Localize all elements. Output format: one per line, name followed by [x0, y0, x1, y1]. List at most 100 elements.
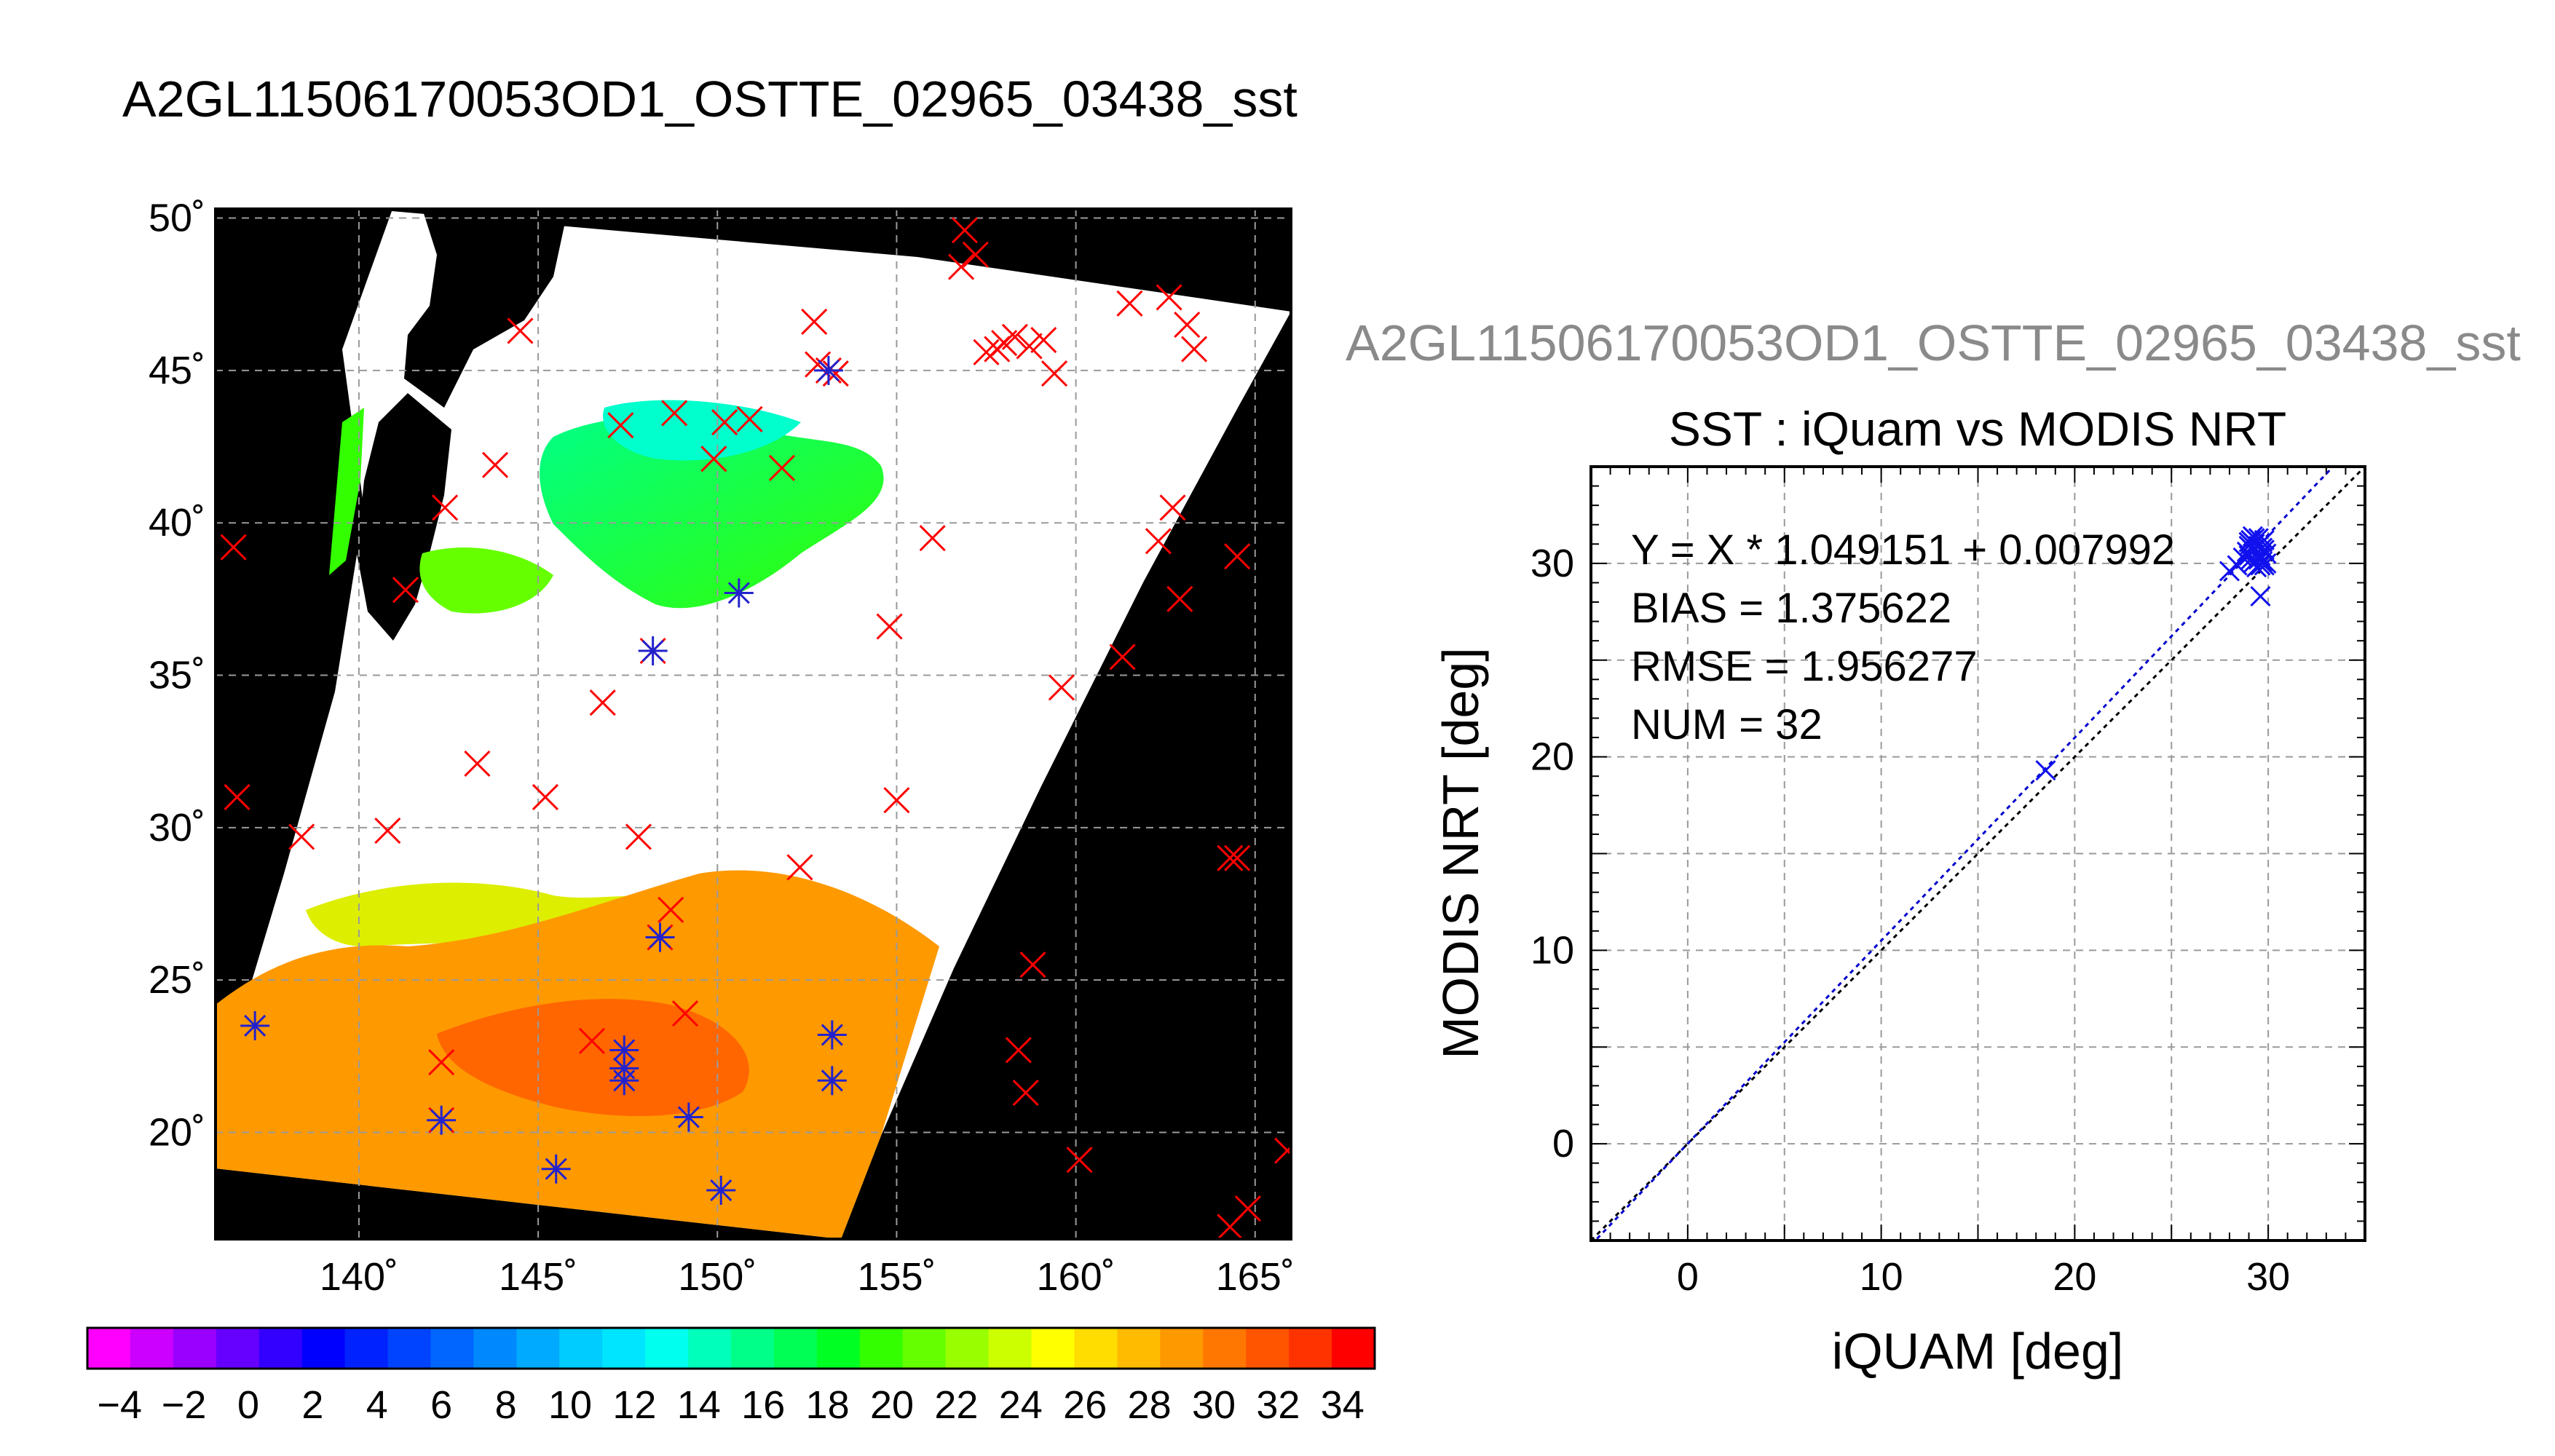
colorbar-tick-label: 4 — [366, 1383, 388, 1427]
map-lon-tick-label: 155˚ — [857, 1255, 936, 1299]
iquam-x-marker — [578, 1027, 606, 1054]
colorbar-cell — [602, 1328, 646, 1369]
iquam-x-marker — [786, 854, 813, 881]
iquam-x-marker — [589, 689, 616, 716]
iquam-x-marker — [1040, 360, 1068, 387]
colorbar-cell — [859, 1328, 904, 1369]
colorbar-cell — [258, 1328, 303, 1369]
matchup-asterisk-marker — [541, 1154, 571, 1184]
colorbar-cell — [173, 1328, 217, 1369]
scatter-x-tick-label: 20 — [2053, 1255, 2096, 1299]
scatter-plot: 0 10 20 30 0 10 20 30 Y = X * 1.049151 + 0.0079… — [1432, 465, 2366, 1380]
matchup-asterisk-marker — [638, 636, 668, 666]
iquam-x-marker — [392, 577, 419, 604]
map-tick-labels: 140˚ 145˚ 150˚ 155˚ 160˚ 165˚ 20˚ 25˚ 30˚ 35˚ 40˚ 4… — [149, 197, 1295, 1299]
colorbar-cell — [1074, 1328, 1118, 1369]
scatter-annotation: BIAS = 1.375622 — [1631, 585, 1951, 632]
sst-patch-cyan — [603, 400, 801, 461]
iquam-x-marker — [711, 408, 738, 436]
colorbar-cell — [945, 1328, 990, 1369]
colorbar-cell — [473, 1328, 517, 1369]
iquam-x-marker — [1217, 844, 1244, 871]
colorbar-cell — [344, 1328, 389, 1369]
iquam-x-marker — [1156, 284, 1182, 311]
map-lon-tick-label: 145˚ — [499, 1255, 577, 1299]
iquam-x-marker — [1048, 674, 1075, 701]
sst-colorbar: −4 −2 0 2 4 6 8 10 12 14 16 18 20 22 24 26 28 30 32 34 — [86, 1326, 1376, 1427]
colorbar-tick-label: 32 — [1256, 1383, 1300, 1427]
colorbar-cell — [988, 1328, 1032, 1369]
map-lat-tick-label: 35˚ — [149, 654, 205, 697]
scatter-y-tick-label: 20 — [1531, 735, 1574, 779]
map-markers — [220, 217, 1291, 1239]
colorbar-cell — [1160, 1328, 1204, 1369]
scatter-points — [2035, 526, 2277, 781]
colorbar-cell — [430, 1328, 474, 1369]
scatter-xlabel: iQUAM [deg] — [1832, 1323, 2124, 1380]
matchup-asterisk-marker — [724, 578, 754, 608]
scatter-annotation: NUM = 32 — [1631, 701, 1823, 748]
iquam-x-marker — [951, 217, 979, 244]
scatter-point — [2242, 539, 2263, 561]
map-frame — [214, 207, 1292, 1241]
iquam-x-marker — [876, 613, 903, 640]
scatter-y-tick-label: 30 — [1531, 542, 1574, 585]
colorbar-tick-label: 8 — [495, 1383, 517, 1427]
colorbar-tick-label: 22 — [934, 1383, 978, 1427]
iquam-x-marker — [1159, 494, 1186, 521]
map-lon-tick-label: 160˚ — [1037, 1255, 1115, 1299]
scatter-y-tick-label: 0 — [1552, 1122, 1574, 1166]
scatter-y-tick-label: 10 — [1531, 928, 1574, 972]
scatter-annotations: Y = X * 1.049151 + 0.007992 BIAS = 1.3756… — [1631, 526, 2175, 748]
iquam-x-marker — [288, 823, 315, 850]
iquam-x-marker — [224, 783, 250, 811]
colorbar-tick-labels: −4 −2 0 2 4 6 8 10 12 14 16 18 20 22 24 26 28 30 32 34 — [97, 1383, 1364, 1427]
iquam-x-marker — [1274, 1137, 1291, 1164]
colorbar-tick-label: 34 — [1321, 1383, 1365, 1427]
colorbar-cell — [130, 1328, 174, 1369]
iquam-x-marker — [1116, 290, 1143, 317]
main-title: A2GL11506170053OD1_OSTTE_02965_03438_sst — [122, 71, 1298, 127]
colorbar-tick-label: 18 — [806, 1383, 850, 1427]
map-lon-tick-label: 140˚ — [320, 1255, 398, 1299]
iquam-x-marker — [1005, 1037, 1032, 1064]
iquam-x-marker — [1145, 528, 1172, 555]
scatter-frame — [1590, 465, 2366, 1242]
colorbar-tick-label: 10 — [548, 1383, 592, 1427]
colorbar-tick-label: 12 — [612, 1383, 656, 1427]
colorbar-cell — [1117, 1328, 1161, 1369]
iquam-x-marker — [1030, 326, 1057, 354]
scatter-point — [2246, 557, 2267, 578]
colorbar-cell — [816, 1328, 861, 1369]
matchup-asterisk-marker — [427, 1105, 457, 1135]
fit-line — [1593, 467, 2335, 1241]
scatter-x-tick-label: 30 — [2246, 1255, 2290, 1299]
colorbar-tick-label: 14 — [677, 1383, 721, 1427]
colorbar-cell — [1203, 1328, 1247, 1369]
colorbar-cell — [1332, 1328, 1375, 1369]
iquam-x-marker — [883, 787, 910, 814]
matchup-asterisk-marker — [813, 355, 843, 385]
iquam-x-marker — [1001, 323, 1028, 350]
iquam-x-marker — [1019, 951, 1046, 978]
iquam-x-marker — [973, 339, 1000, 365]
colorbar-cell — [1031, 1328, 1075, 1369]
map-lon-tick-label: 165˚ — [1216, 1255, 1295, 1299]
colorbar-cell — [559, 1328, 603, 1369]
iquam-x-marker — [1066, 1147, 1093, 1174]
iquam-x-marker — [661, 400, 688, 427]
scatter-annotation: Y = X * 1.049151 + 0.007992 — [1631, 526, 2175, 574]
iquam-x-marker — [464, 750, 491, 777]
iquam-x-marker — [428, 1049, 455, 1076]
iquam-x-marker — [1224, 844, 1251, 871]
sst-map: 140˚ 145˚ 150˚ 155˚ 160˚ 165˚ 20˚ 25˚ 30˚ 35˚ 40˚ 4… — [149, 197, 1295, 1299]
colorbar-cell — [516, 1328, 560, 1369]
iquam-x-marker — [374, 817, 401, 844]
colorbar-cell — [216, 1328, 260, 1369]
identity-line — [1591, 467, 2365, 1241]
land-hokkaido — [404, 209, 568, 408]
coastal-sst-strip — [329, 408, 364, 575]
iquam-x-marker — [607, 412, 634, 439]
iquam-x-marker — [481, 451, 509, 478]
